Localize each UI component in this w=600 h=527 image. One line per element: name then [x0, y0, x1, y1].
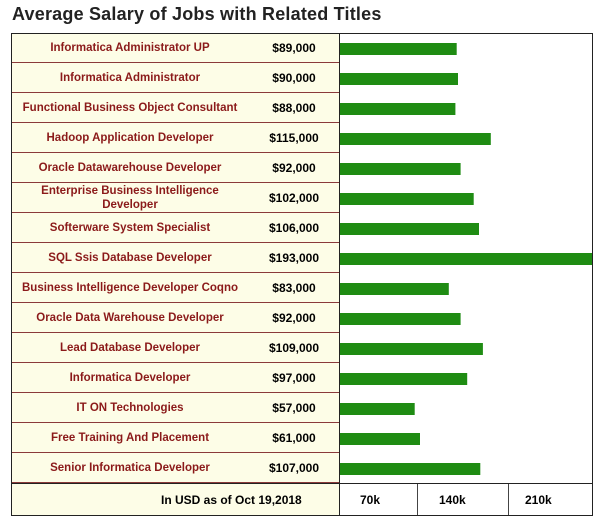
- salary-label: $115,000: [269, 130, 319, 145]
- x-tick-label: 140k: [439, 493, 466, 507]
- salary-bar: [340, 223, 479, 235]
- x-axis-tick: [417, 484, 418, 516]
- job-title-label: IT ON Technologies: [76, 401, 184, 414]
- job-title-label: Oracle Datawarehouse Developer: [38, 161, 222, 174]
- currency-date-note: In USD as of Oct 19,2018: [161, 493, 302, 507]
- table-chart-divider: [339, 33, 340, 516]
- table-row: Oracle Data Warehouse Developer $92,000: [11, 303, 339, 333]
- job-title-label: Informatica Administrator: [59, 71, 201, 84]
- job-title-label: Informatica Administrator UP: [50, 41, 210, 54]
- job-title-label: SQL Ssis Database Developer: [48, 251, 212, 264]
- job-title-label: Business Intelligence Developer Coqno: [22, 281, 238, 294]
- table-row: Senior Informatica Developer $107,000: [11, 453, 339, 483]
- salary-label: $102,000: [268, 190, 320, 205]
- x-axis-tick: [508, 484, 509, 516]
- salary-bar: [340, 403, 415, 415]
- job-title-label: Oracle Data Warehouse Developer: [36, 311, 224, 324]
- table-row: Hadoop Application Developer $115,000: [11, 123, 339, 153]
- x-tick-label: 70k: [360, 493, 381, 507]
- table-row: Informatica Developer $97,000: [11, 363, 339, 393]
- salary-label: $106,000: [268, 220, 320, 235]
- salary-label: $109,000: [268, 340, 320, 355]
- salary-label: $89,000: [272, 40, 316, 55]
- job-title-label: Senior Informatica Developer: [50, 461, 210, 474]
- salary-bar: [340, 193, 474, 205]
- table-row: Free Training And Placement $61,000: [11, 423, 339, 453]
- table-row: Lead Database Developer $109,000: [11, 333, 339, 363]
- table-row: Informatica Administrator UP $89,000: [11, 33, 339, 63]
- job-title-label: Functional Business Object Consultant: [22, 101, 238, 114]
- salary-label: $107,000: [268, 460, 320, 475]
- job-title-label: Lead Database Developer: [60, 341, 200, 354]
- salary-label: $92,000: [272, 160, 316, 175]
- job-title-label: Free Training And Placement: [50, 431, 210, 444]
- salary-bar: [340, 433, 420, 445]
- chart-title: Average Salary of Jobs with Related Titl…: [12, 4, 382, 24]
- salary-bar: [340, 103, 456, 115]
- salary-bar: [340, 73, 458, 85]
- chart-frame: [11, 33, 593, 516]
- salary-bar: [340, 313, 461, 325]
- bar-plot-area: [340, 43, 593, 475]
- job-title-label: Informatica Developer: [69, 371, 191, 384]
- salary-label: $83,000: [272, 280, 316, 295]
- salary-label: $193,000: [268, 250, 320, 265]
- table-row: IT ON Technologies $57,000: [11, 393, 339, 423]
- salary-label: $92,000: [272, 310, 316, 325]
- salary-label: $57,000: [272, 400, 316, 415]
- salary-bar: [340, 283, 449, 295]
- table-row: Oracle Datawarehouse Developer $92,000: [11, 153, 339, 183]
- job-title-label: Enterprise Business Intelligence Develop…: [41, 184, 219, 211]
- salary-bar: [340, 253, 593, 265]
- job-title-label: Hadoop Application Developer: [46, 131, 214, 144]
- x-tick-label: 210k: [525, 493, 552, 507]
- salary-bar: [340, 463, 481, 475]
- salary-label: $97,000: [272, 370, 316, 385]
- salary-bar: [340, 163, 461, 175]
- salary-bar: [340, 373, 468, 385]
- salary-label: $88,000: [272, 100, 316, 115]
- salary-bar: [340, 43, 457, 55]
- table-row: Functional Business Object Consultant $88…: [11, 93, 339, 123]
- salary-bar: [340, 133, 491, 145]
- job-title-table: Informatica Administrator UP $89,000 Infor…: [11, 33, 339, 483]
- x-axis: 70k 140k 210k: [340, 483, 593, 516]
- salary-label: $90,000: [272, 70, 316, 85]
- table-row: Enterprise Business Intelligence Develop…: [11, 183, 339, 213]
- table-row: Softerware System Specialist $106,000: [11, 213, 339, 243]
- job-title-label: Softerware System Specialist: [49, 221, 211, 234]
- salary-label: $61,000: [272, 430, 316, 445]
- table-row: Business Intelligence Developer Coqno $83…: [11, 273, 339, 303]
- table-row: SQL Ssis Database Developer $193,000: [11, 243, 339, 273]
- salary-bar: [340, 343, 483, 355]
- table-row: Informatica Administrator $90,000: [11, 63, 339, 93]
